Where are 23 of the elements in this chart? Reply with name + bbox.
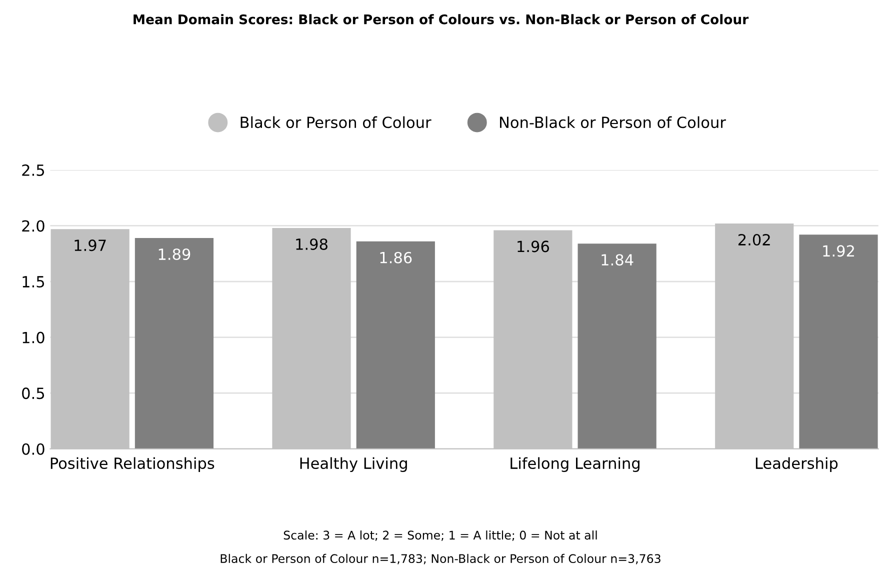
y-tick-label: 2.5 xyxy=(22,164,44,176)
text: Scale: 3 = A lot; 2 = Some; 1 = A little; 0 = Not at all xyxy=(284,530,597,541)
y-tick-label: 0.5 xyxy=(22,388,44,400)
y-tick-label: 0.0 xyxy=(22,443,44,455)
x-tick-label: Healthy Living xyxy=(300,457,407,472)
data-label: 1.96 xyxy=(518,240,549,252)
x-tick-label: Lifelong Learning xyxy=(510,457,640,472)
data-label: 1.98 xyxy=(296,238,328,250)
y-tick-label: 1.0 xyxy=(22,332,44,344)
data-label: 1.86 xyxy=(380,252,412,264)
text: Black or Person of Colour n=1,783; Non-Black or Person of Colour n=3,763 xyxy=(220,554,660,564)
data-label: 1.89 xyxy=(158,248,190,260)
x-tick-label: Leadership xyxy=(756,457,838,472)
x-tick-label: Positive Relationships xyxy=(50,457,214,472)
data-label: 1.92 xyxy=(823,245,854,257)
legend-label: Non-Black or Person of Colour xyxy=(500,116,726,128)
chart-title: Mean Domain Scores: Black or Person of Colours vs. Non-Black or Person of Colour xyxy=(134,14,749,24)
data-label: 1.97 xyxy=(74,240,106,252)
y-tick-label: 1.5 xyxy=(22,276,44,288)
y-tick-label: 2.0 xyxy=(22,220,44,232)
data-label: 2.02 xyxy=(738,234,770,246)
legend-label: Black or Person of Colour xyxy=(240,116,432,128)
data-label: 1.84 xyxy=(602,254,634,266)
